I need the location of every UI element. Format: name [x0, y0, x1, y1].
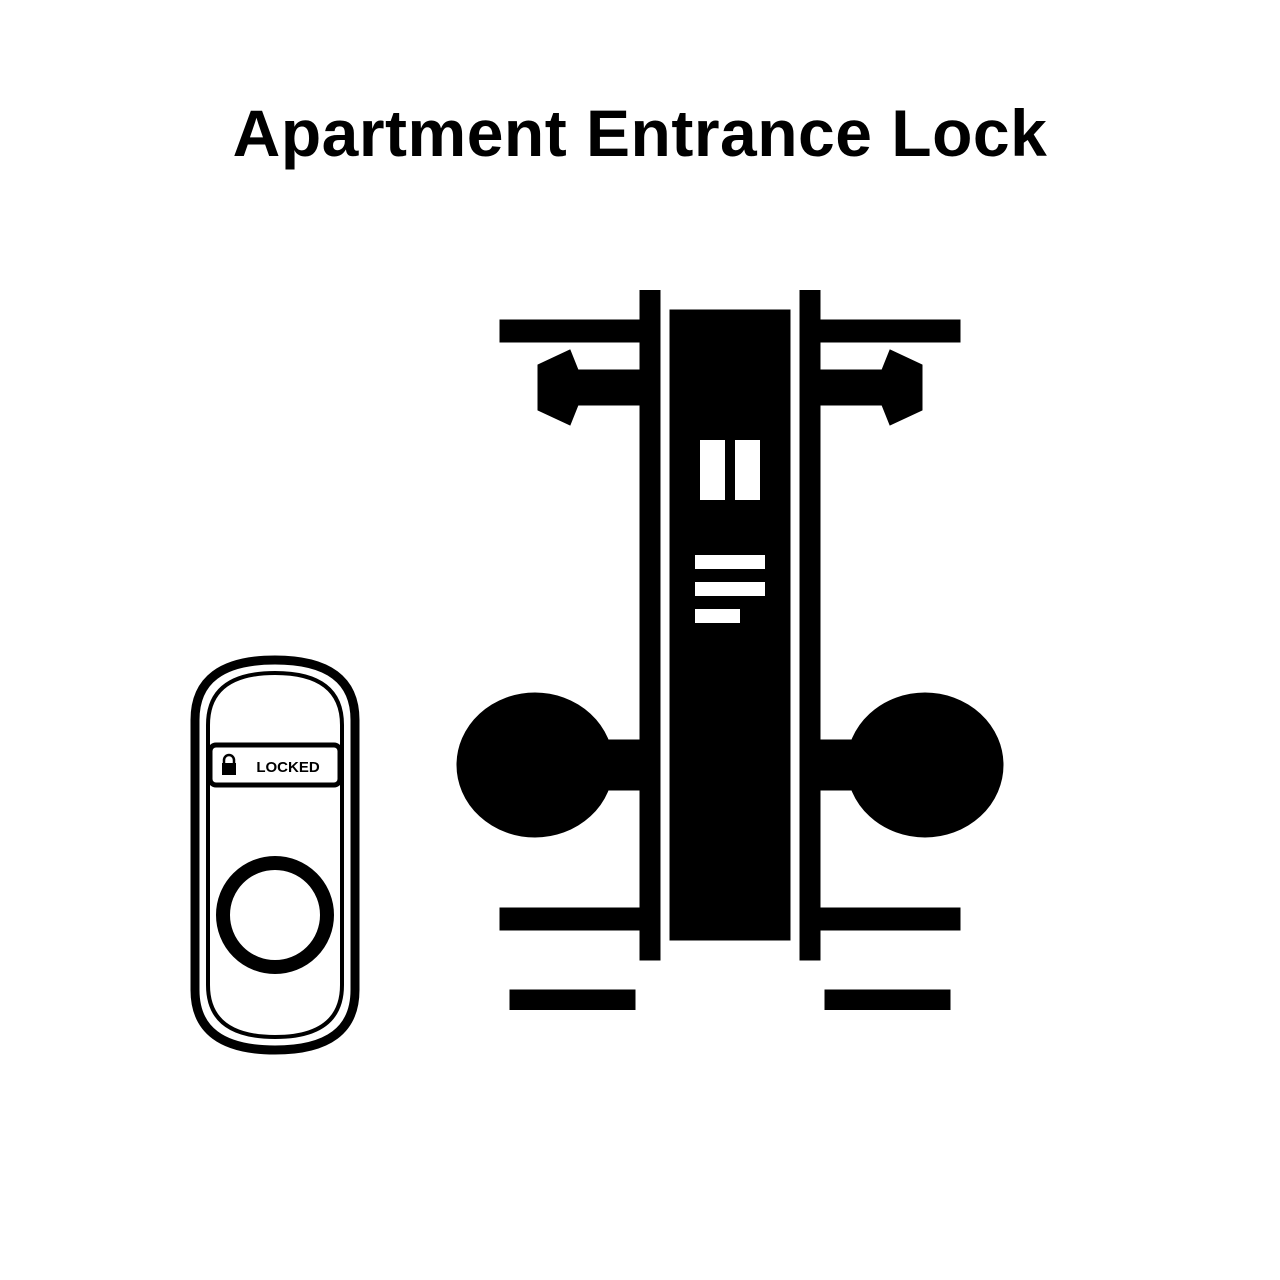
indicator-label: LOCKED	[256, 759, 320, 776]
indicator-escutcheon: LOCKED	[180, 650, 370, 1060]
mortise-lock-diagram	[420, 290, 1040, 1010]
diagram-title: Apartment Entrance Lock	[0, 95, 1280, 171]
